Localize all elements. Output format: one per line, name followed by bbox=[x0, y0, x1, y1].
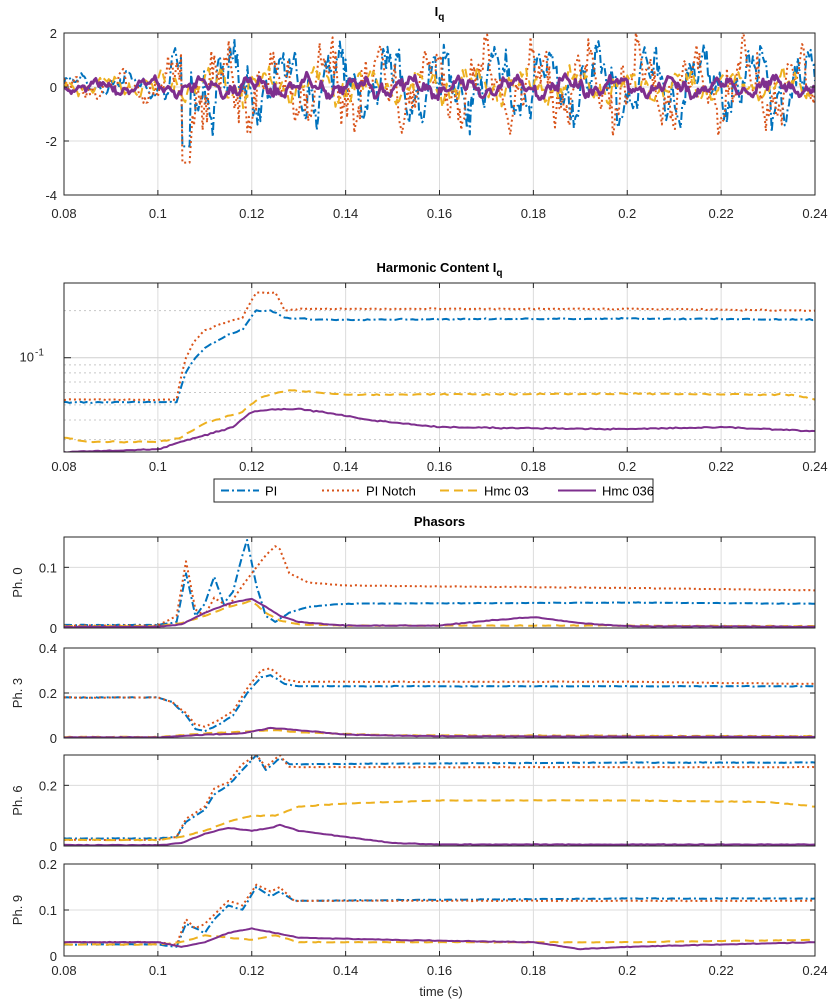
legend-label: Hmc 03 bbox=[484, 484, 529, 499]
y-axis-label-ph9: Ph. 9 bbox=[10, 895, 25, 925]
x-tick-label: 0.1 bbox=[149, 459, 167, 474]
x-tick-label: 0.2 bbox=[618, 963, 636, 978]
legend-label: PI Notch bbox=[366, 484, 416, 499]
series-ph6 bbox=[64, 755, 815, 846]
series-line-hmc-03 bbox=[64, 799, 815, 842]
x-tick-label: 0.12 bbox=[239, 206, 264, 221]
series-harmonic bbox=[64, 291, 815, 452]
y-tick-exponent: -1 bbox=[35, 348, 44, 359]
y-tick-label: 0 bbox=[50, 731, 57, 746]
x-tick-label: 0.1 bbox=[149, 206, 167, 221]
x-tick-label: 0.24 bbox=[802, 206, 827, 221]
series-line-hmc-036 bbox=[64, 597, 815, 628]
series-line-pi bbox=[64, 674, 815, 733]
x-tick-label: 0.22 bbox=[708, 206, 733, 221]
panel-title-iq: Iq bbox=[435, 4, 445, 23]
y-axis-label-ph0: Ph. 0 bbox=[10, 567, 25, 597]
panel-ph3: 0 0.2 0.4 Ph. 3 bbox=[10, 641, 816, 746]
x-tick-label: 0.08 bbox=[51, 206, 76, 221]
legend-box bbox=[213, 478, 654, 503]
series-line-pi-notch bbox=[64, 291, 815, 402]
x-tick-label: 0.08 bbox=[51, 459, 76, 474]
x-tick-label: 0.16 bbox=[427, 459, 452, 474]
series-line-hmc-036 bbox=[64, 726, 815, 738]
series-line-hmc-036 bbox=[64, 823, 815, 846]
series-line-hmc-03 bbox=[64, 389, 815, 444]
series-line-hmc-036 bbox=[64, 927, 815, 951]
y-tick-label: 0.1 bbox=[39, 903, 57, 918]
y-tick-label: 0 bbox=[50, 621, 57, 636]
y-tick-label: -2 bbox=[45, 134, 57, 149]
ticks-ph3: 0 0.2 0.4 bbox=[39, 641, 816, 746]
ticks-iq: 0.08 0.1 0.12 0.14 0.16 0.18 0.2 0.22 0.24 -4 -2 0 2 bbox=[45, 26, 827, 221]
series-line-pi bbox=[64, 37, 815, 148]
legend-label: Hmc 036 bbox=[602, 484, 654, 499]
ticks-ph6: 00.2 bbox=[39, 755, 816, 854]
x-axis-label: time (s) bbox=[419, 984, 462, 999]
series-ph3 bbox=[64, 667, 815, 738]
x-tick-label: 0.18 bbox=[521, 206, 546, 221]
y-tick-label: 0 bbox=[50, 80, 57, 95]
series-line-hmc-036 bbox=[64, 407, 815, 452]
x-tick-label: 0.18 bbox=[521, 963, 546, 978]
series-line-pi-notch bbox=[64, 33, 815, 164]
x-tick-label: 0.18 bbox=[521, 459, 546, 474]
panel-ph9: 0.08 0.1 0.12 0.14 0.16 0.18 0.2 0.22 0.24 0 0.1 0.… bbox=[10, 857, 828, 978]
panel-title-harmonic: Harmonic Content Iq bbox=[376, 260, 502, 279]
x-tick-label: 0.14 bbox=[333, 206, 358, 221]
series-line-pi bbox=[64, 309, 815, 404]
y-tick-label-log: 10 bbox=[20, 350, 34, 365]
panel-iq: 0.08 0.1 0.12 0.14 0.16 0.18 0.2 0.22 0.24 -4 -2 0 2… bbox=[45, 4, 827, 221]
x-tick-label: 0.12 bbox=[239, 963, 264, 978]
x-tick-label: 0.16 bbox=[427, 206, 452, 221]
x-tick-label: 0.24 bbox=[802, 459, 827, 474]
series-iq bbox=[64, 33, 815, 164]
panel-harmonic: 0.08 0.1 0.12 0.14 0.16 0.18 0.2 0.22 0.24 10 -1 Ha… bbox=[20, 260, 828, 474]
legend-label: PI bbox=[265, 484, 277, 499]
x-tick-label: 0.16 bbox=[427, 963, 452, 978]
y-axis-label-ph6: Ph. 6 bbox=[10, 785, 25, 815]
series-ph0 bbox=[64, 539, 815, 628]
x-tick-label: 0.12 bbox=[239, 459, 264, 474]
x-tick-label: 0.14 bbox=[333, 963, 358, 978]
series-line-hmc-036 bbox=[64, 70, 815, 101]
x-tick-label: 0.14 bbox=[333, 459, 358, 474]
y-axis-label-ph3: Ph. 3 bbox=[10, 678, 25, 708]
y-tick-label: 0.2 bbox=[39, 857, 57, 872]
x-tick-label: 0.24 bbox=[802, 963, 827, 978]
x-tick-label: 0.22 bbox=[708, 459, 733, 474]
y-tick-label: 0.2 bbox=[39, 686, 57, 701]
x-tick-label: 0.1 bbox=[149, 963, 167, 978]
series-ph9 bbox=[64, 883, 815, 951]
ticks-ph0: 00.1 bbox=[39, 537, 816, 636]
panel-title-ph0: Phasors bbox=[414, 514, 465, 529]
y-tick-label: 0.2 bbox=[39, 778, 57, 793]
ticks-ph9: 0.08 0.1 0.12 0.14 0.16 0.18 0.2 0.22 0.24 0 0.1 0.… bbox=[39, 857, 828, 978]
y-tick-label: 0.1 bbox=[39, 560, 57, 575]
x-tick-label: 0.2 bbox=[618, 459, 636, 474]
x-tick-label: 0.2 bbox=[618, 206, 636, 221]
y-tick-label: 0.4 bbox=[39, 641, 57, 656]
x-tick-label: 0.08 bbox=[51, 963, 76, 978]
y-tick-label: -4 bbox=[45, 188, 57, 203]
y-tick-label: 2 bbox=[50, 26, 57, 41]
series-line-pi-notch bbox=[64, 883, 815, 946]
x-tick-label: 0.22 bbox=[708, 963, 733, 978]
series-line-pi bbox=[64, 755, 815, 840]
series-line-hmc-03 bbox=[64, 934, 815, 946]
series-line-pi bbox=[64, 539, 815, 627]
panel-ph6: 00.2Ph. 6 bbox=[10, 754, 816, 854]
grid-ph3 bbox=[63, 647, 816, 739]
ticks-harmonic: 0.08 0.1 0.12 0.14 0.16 0.18 0.2 0.22 0.24 10 -1 bbox=[20, 283, 828, 474]
y-tick-label: 0 bbox=[50, 949, 57, 964]
y-tick-label: 0 bbox=[50, 839, 57, 854]
legend: PI PI Notch Hmc 03 Hmc 036 bbox=[213, 478, 654, 503]
